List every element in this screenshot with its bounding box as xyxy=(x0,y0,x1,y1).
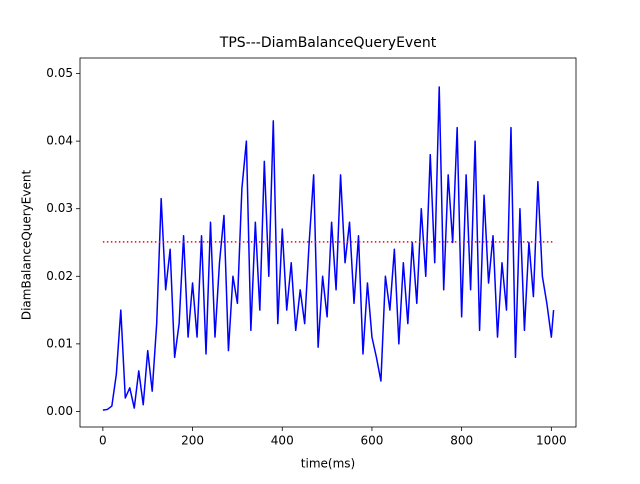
x-tick-label: 0 xyxy=(99,434,107,448)
y-tick-label: 0.03 xyxy=(46,201,73,215)
x-tick-label: 800 xyxy=(450,434,473,448)
x-tick-label: 200 xyxy=(181,434,204,448)
y-tick-label: 0.00 xyxy=(46,404,73,418)
y-tick-label: 0.02 xyxy=(46,269,73,283)
data-line xyxy=(102,86,555,411)
x-tick-label: 1000 xyxy=(536,434,567,448)
x-tick-label: 400 xyxy=(271,434,294,448)
y-tick-label: 0.01 xyxy=(46,336,73,350)
axes-frame xyxy=(79,57,577,428)
y-axis-label: DiamBalanceQueryEvent xyxy=(20,170,34,321)
x-axis-label: time(ms) xyxy=(301,457,355,471)
y-tick-label: 0.05 xyxy=(46,66,73,80)
y-tick-label: 0.04 xyxy=(46,134,73,148)
x-tick-label: 600 xyxy=(360,434,383,448)
chart-title: TPS---DiamBalanceQueryEvent xyxy=(219,35,437,51)
